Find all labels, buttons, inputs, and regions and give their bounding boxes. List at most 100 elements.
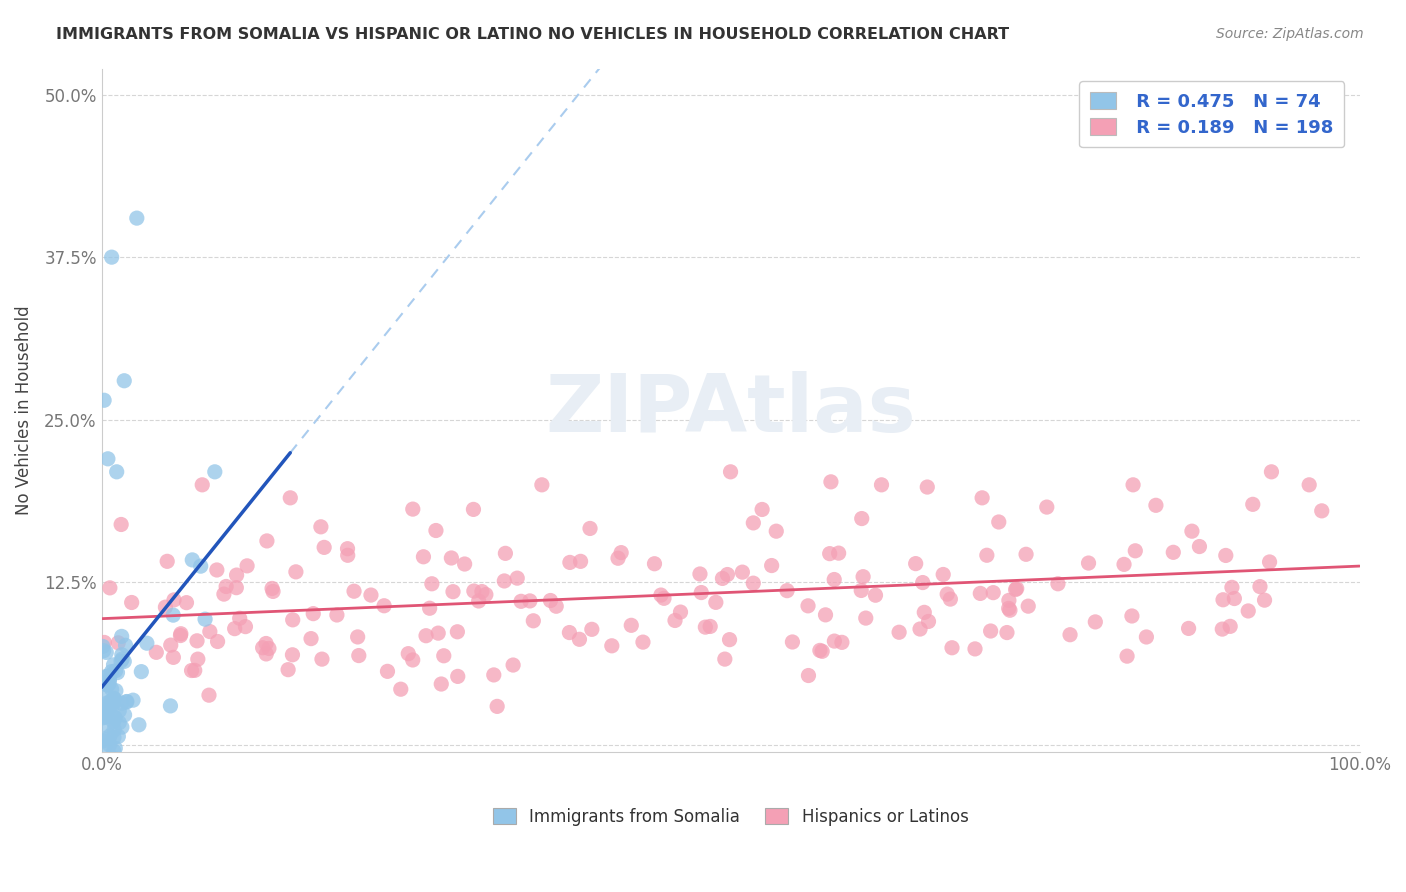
Point: [1059, 628, 1081, 642]
Point: [823, 573, 845, 587]
Point: [104, 683, 127, 698]
Point: [103, 751, 125, 765]
Point: [980, 624, 1002, 638]
Point: [103, 731, 125, 745]
Point: [155, 600, 177, 615]
Point: [995, 625, 1018, 640]
Point: [159, 638, 181, 652]
Point: [135, 636, 157, 650]
Point: [186, 633, 208, 648]
Point: [558, 556, 581, 570]
Point: [851, 511, 873, 525]
Point: [191, 478, 214, 492]
Point: [908, 622, 931, 636]
Point: [284, 565, 307, 579]
Point: [610, 546, 633, 560]
Point: [939, 592, 962, 607]
Point: [262, 582, 284, 596]
Point: [765, 524, 787, 539]
Point: [447, 669, 470, 683]
Point: [93, 643, 115, 657]
Point: [494, 546, 516, 560]
Point: [506, 571, 529, 585]
Point: [114, 638, 136, 652]
Point: [98, 695, 121, 709]
Point: [187, 652, 209, 666]
Point: [111, 629, 134, 643]
Point: [855, 611, 877, 625]
Point: [1241, 497, 1264, 511]
Point: [278, 491, 301, 505]
Point: [402, 502, 425, 516]
Point: [96, 669, 118, 683]
Point: [101, 696, 124, 710]
Point: [643, 557, 665, 571]
Point: [720, 465, 742, 479]
Point: [976, 548, 998, 562]
Point: [1223, 591, 1246, 606]
Point: [93, 731, 115, 746]
Point: [377, 665, 399, 679]
Point: [402, 653, 425, 667]
Point: [510, 594, 533, 608]
Point: [198, 688, 221, 702]
Point: [159, 698, 181, 713]
Point: [782, 635, 804, 649]
Point: [998, 593, 1021, 607]
Point: [831, 635, 853, 649]
Point: [1260, 465, 1282, 479]
Point: [94, 677, 117, 691]
Point: [103, 657, 125, 672]
Point: [463, 502, 485, 516]
Point: [494, 574, 516, 588]
Point: [115, 694, 138, 708]
Point: [1015, 547, 1038, 561]
Point: [1310, 504, 1333, 518]
Point: [981, 585, 1004, 599]
Point: [669, 605, 692, 619]
Point: [690, 585, 713, 599]
Point: [502, 658, 524, 673]
Point: [997, 601, 1019, 615]
Point: [181, 553, 204, 567]
Point: [1144, 498, 1167, 512]
Point: [108, 715, 131, 730]
Point: [1249, 580, 1271, 594]
Point: [1177, 622, 1199, 636]
Point: [1122, 478, 1144, 492]
Point: [1161, 545, 1184, 559]
Point: [252, 640, 274, 655]
Point: [97, 677, 120, 691]
Point: [1084, 615, 1107, 629]
Point: [776, 583, 799, 598]
Point: [912, 606, 935, 620]
Point: [205, 563, 228, 577]
Point: [94, 710, 117, 724]
Point: [94, 706, 117, 721]
Point: [631, 635, 654, 649]
Point: [904, 557, 927, 571]
Point: [101, 697, 124, 711]
Point: [579, 521, 602, 535]
Point: [326, 607, 349, 622]
Point: [98, 581, 121, 595]
Point: [112, 374, 135, 388]
Point: [347, 648, 370, 663]
Point: [277, 663, 299, 677]
Point: [433, 648, 456, 663]
Point: [1212, 592, 1234, 607]
Point: [281, 648, 304, 662]
Point: [558, 625, 581, 640]
Point: [652, 591, 675, 606]
Point: [987, 515, 1010, 529]
Point: [1215, 549, 1237, 563]
Point: [814, 607, 837, 622]
Point: [254, 636, 277, 650]
Point: [664, 614, 686, 628]
Point: [190, 559, 212, 574]
Point: [823, 634, 845, 648]
Point: [111, 720, 134, 734]
Point: [1017, 599, 1039, 614]
Point: [540, 593, 562, 607]
Legend: Immigrants from Somalia, Hispanics or Latinos: Immigrants from Somalia, Hispanics or La…: [486, 801, 976, 832]
